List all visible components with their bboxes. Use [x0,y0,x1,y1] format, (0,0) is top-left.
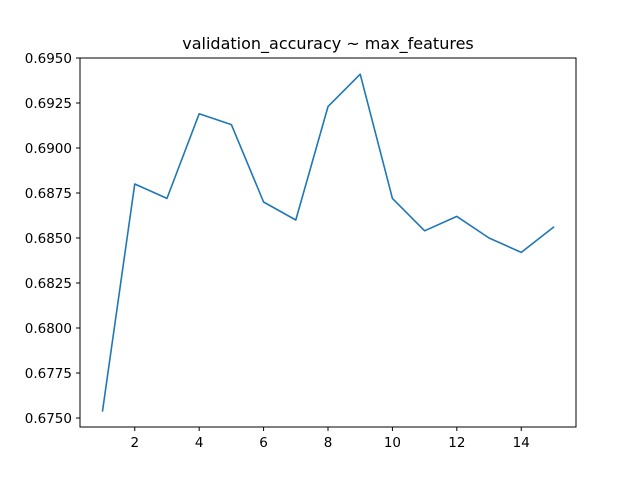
x-tick-label: 6 [259,435,268,451]
plot-area-frame [79,57,577,428]
series-layer [101,73,555,412]
chart-title: validation_accuracy ~ max_features [182,34,474,54]
y-tick-label: 0.6925 [25,96,72,112]
y-tick-label: 0.6875 [25,186,72,202]
y-tick-label: 0.6950 [25,51,72,67]
y-tick-label: 0.6850 [25,231,72,247]
y-tick-label: 0.6775 [25,366,72,382]
y-tick-label: 0.6900 [25,141,72,157]
series-line [101,73,555,412]
y-tick-label: 0.6800 [25,321,72,337]
x-tick-label: 2 [130,435,139,451]
x-axis: 2 4 6 8 10 12 14 [130,427,530,451]
x-tick-label: 14 [513,435,530,451]
x-tick-label: 8 [324,435,333,451]
x-tick-label: 10 [384,435,401,451]
y-tick-label: 0.6825 [25,276,72,292]
y-tick-label: 0.6750 [25,411,72,427]
y-axis: 0.6750 0.6775 0.6800 0.6825 0.6850 0.6875 0.69… [25,51,80,427]
x-tick-label: 12 [448,435,465,451]
x-tick-label: 4 [195,435,204,451]
